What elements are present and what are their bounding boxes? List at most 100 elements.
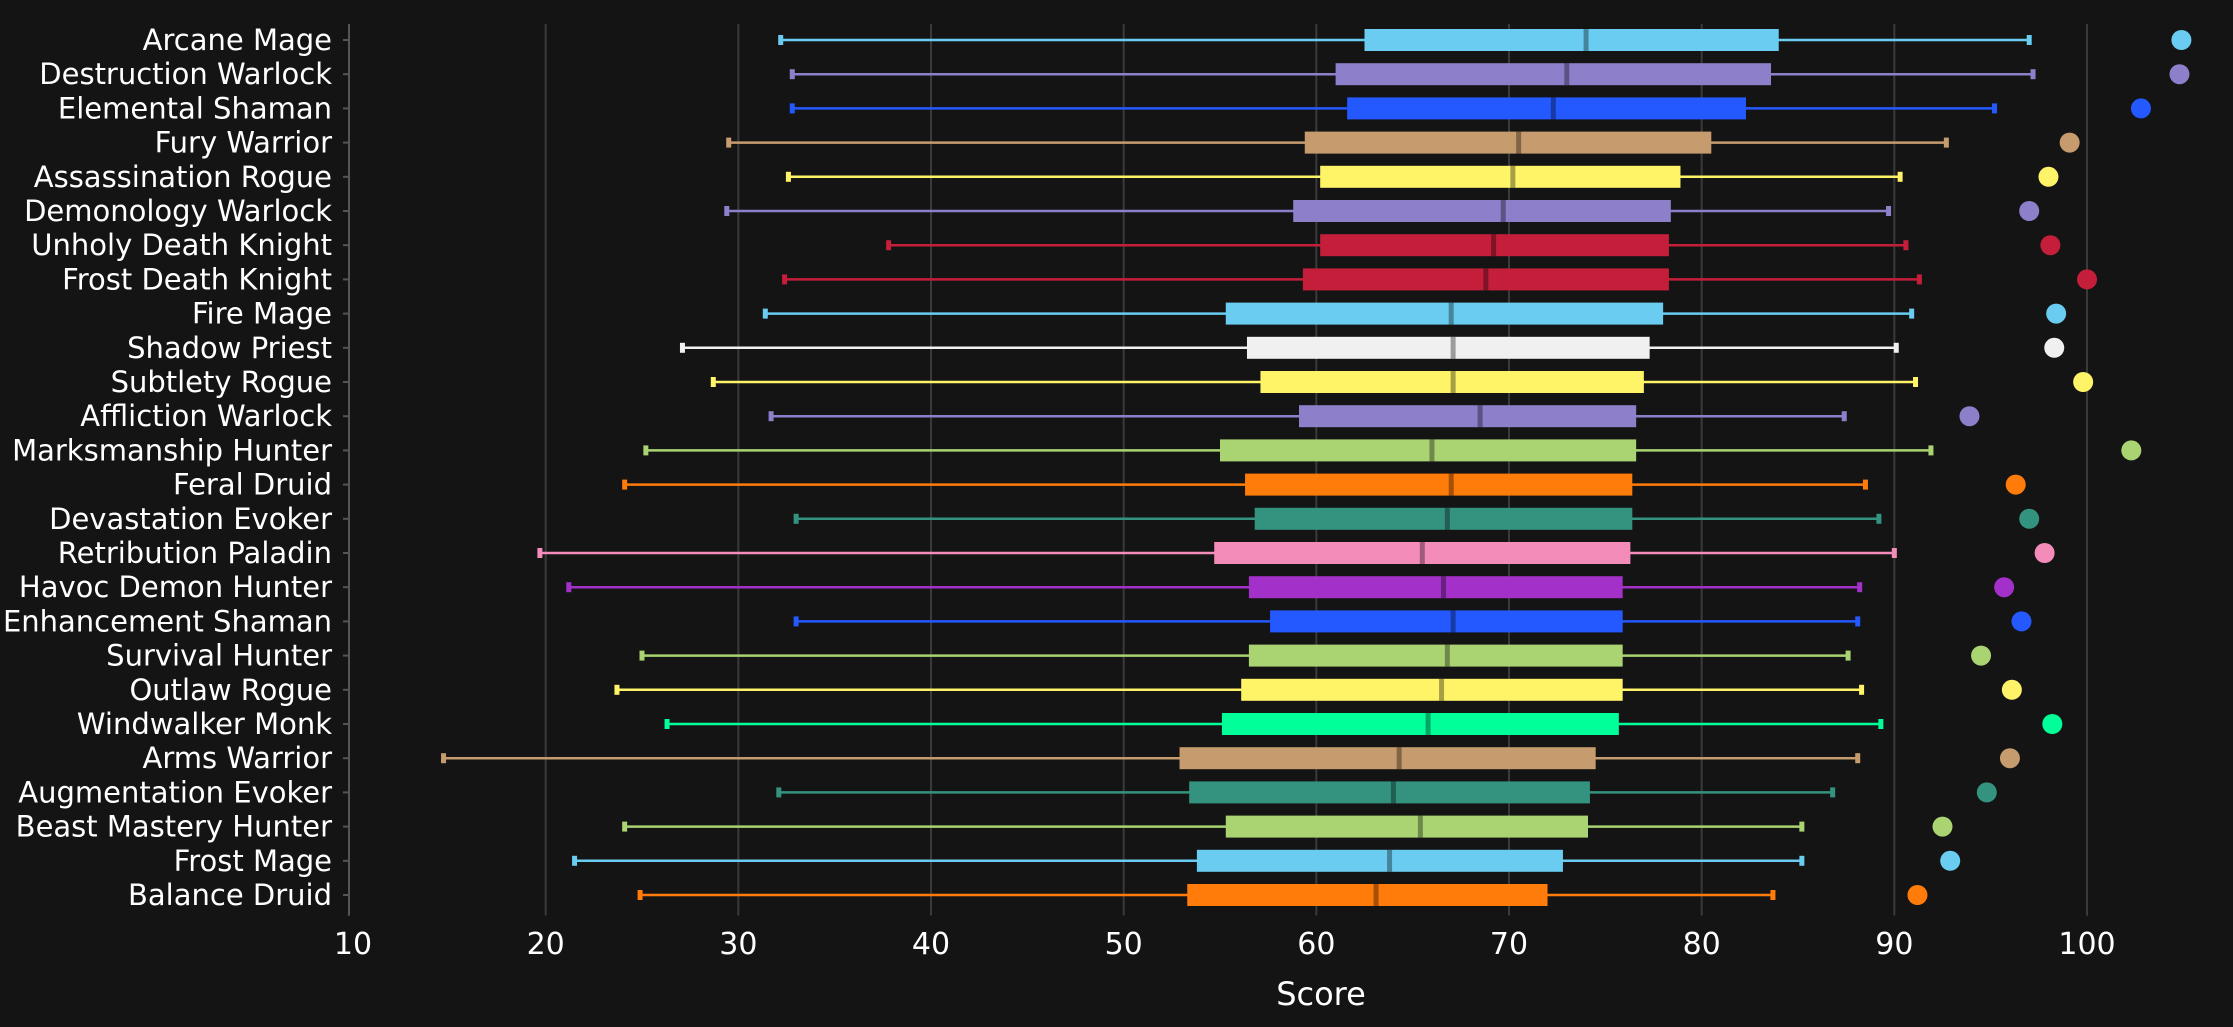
whisker-max-cap — [1855, 616, 1861, 627]
median-line — [1483, 268, 1489, 291]
max-point — [2171, 30, 2192, 50]
series-fire-mage — [762, 302, 2067, 325]
category-label: Marksmanship Hunter — [12, 433, 332, 467]
series-subtlety-rogue — [710, 371, 2094, 393]
x-tick-label: 80 — [1683, 927, 1721, 962]
whisker-max-cap — [1830, 787, 1836, 798]
series-demonology-warlock — [724, 200, 2040, 222]
x-tick-label: 40 — [912, 927, 950, 962]
x-tick-label: 60 — [1297, 927, 1335, 962]
median-line — [1425, 713, 1431, 735]
category-label: Havoc Demon Hunter — [19, 570, 332, 604]
max-point — [1907, 885, 1928, 905]
whisker-min-cap — [768, 411, 774, 422]
whisker-min-cap — [789, 103, 795, 114]
iqr-box — [1248, 644, 1623, 667]
whisker-max-cap — [1799, 855, 1805, 866]
iqr-box — [1189, 781, 1590, 804]
iqr-box — [1270, 610, 1623, 633]
whisker-min-cap — [622, 479, 628, 490]
x-tick-label: 70 — [1490, 927, 1528, 962]
x-tick-label: 90 — [1875, 927, 1913, 962]
x-axis-title: Score — [1276, 975, 1366, 1013]
median-line — [1429, 439, 1435, 462]
median-line — [1440, 576, 1446, 599]
whisker-max-cap — [1876, 513, 1882, 524]
series-fury-warrior — [726, 131, 2080, 154]
iqr-box — [1245, 473, 1633, 496]
whisker-min-cap — [664, 719, 670, 729]
box-series — [441, 29, 2192, 906]
max-point — [1932, 816, 1953, 837]
median-line — [1396, 747, 1402, 770]
iqr-box — [1335, 63, 1772, 86]
max-point — [2046, 303, 2067, 324]
whisker-min-cap — [679, 342, 685, 353]
whisker-max-cap — [1770, 890, 1776, 900]
median-line — [1450, 371, 1456, 393]
median-line — [1419, 542, 1425, 564]
series-assassination-rogue — [785, 165, 2059, 188]
category-label: Destruction Warlock — [39, 57, 332, 91]
whisker-max-cap — [1903, 240, 1909, 251]
series-unholy-death-knight — [886, 234, 2061, 257]
series-retribution-paladin — [537, 542, 2055, 564]
iqr-box — [1221, 713, 1619, 735]
max-point — [1994, 577, 2015, 598]
category-label: Beast Mastery Hunter — [16, 810, 332, 844]
x-axis: 10 20 30 40 50 60 70 80 90 100 — [334, 915, 2116, 962]
max-point — [2044, 337, 2065, 358]
category-label: Devastation Evoker — [49, 502, 332, 536]
category-label: Affliction Warlock — [80, 399, 332, 433]
whisker-max-cap — [2030, 69, 2036, 80]
max-point — [2121, 440, 2142, 461]
max-point — [1976, 782, 1997, 803]
category-label: Balance Druid — [128, 878, 332, 912]
series-marksmanship-hunter — [643, 439, 2142, 462]
max-point — [1971, 645, 1992, 666]
max-point — [2073, 372, 2094, 392]
iqr-box — [1298, 405, 1637, 428]
max-point — [1959, 406, 1980, 427]
iqr-box — [1179, 747, 1596, 770]
whisker-max-cap — [1913, 377, 1919, 387]
iqr-box — [1254, 507, 1633, 530]
median-line — [1448, 473, 1454, 496]
whisker-min-cap — [639, 650, 645, 661]
series-affliction-warlock — [768, 405, 1980, 428]
median-line — [1500, 200, 1506, 222]
category-label: Outlaw Rogue — [129, 673, 332, 707]
median-line — [1491, 234, 1497, 257]
whisker-max-cap — [1886, 206, 1892, 216]
max-point — [2005, 474, 2026, 495]
whisker-max-cap — [1893, 342, 1899, 353]
whisker-max-cap — [1897, 171, 1903, 182]
series-balance-druid — [637, 884, 1928, 906]
iqr-box — [1293, 200, 1671, 222]
category-label: Fury Warrior — [155, 126, 333, 160]
whisker-max-cap — [1859, 684, 1865, 695]
whisker-min-cap — [778, 35, 784, 45]
median-line — [1444, 507, 1450, 530]
whisker-max-cap — [1857, 582, 1863, 593]
series-enhancement-shaman — [793, 610, 2032, 633]
whisker-max-cap — [1799, 821, 1805, 832]
median-line — [1373, 884, 1379, 906]
iqr-box — [1302, 268, 1669, 291]
iqr-box — [1320, 234, 1669, 257]
whisker-max-cap — [1862, 479, 1868, 490]
category-label: Frost Death Knight — [62, 262, 332, 296]
series-arcane-mage — [778, 29, 2192, 51]
category-label: Frost Mage — [174, 844, 332, 878]
max-point — [1940, 850, 1961, 871]
median-line — [1583, 29, 1589, 51]
whisker-min-cap — [762, 308, 768, 319]
whisker-max-cap — [1855, 753, 1861, 764]
max-point — [2169, 64, 2190, 85]
x-tick-label: 100 — [2058, 927, 2115, 962]
whisker-max-cap — [1928, 445, 1934, 456]
category-label: Survival Hunter — [106, 639, 332, 673]
median-line — [1550, 97, 1556, 120]
series-windwalker-monk — [664, 713, 2063, 735]
